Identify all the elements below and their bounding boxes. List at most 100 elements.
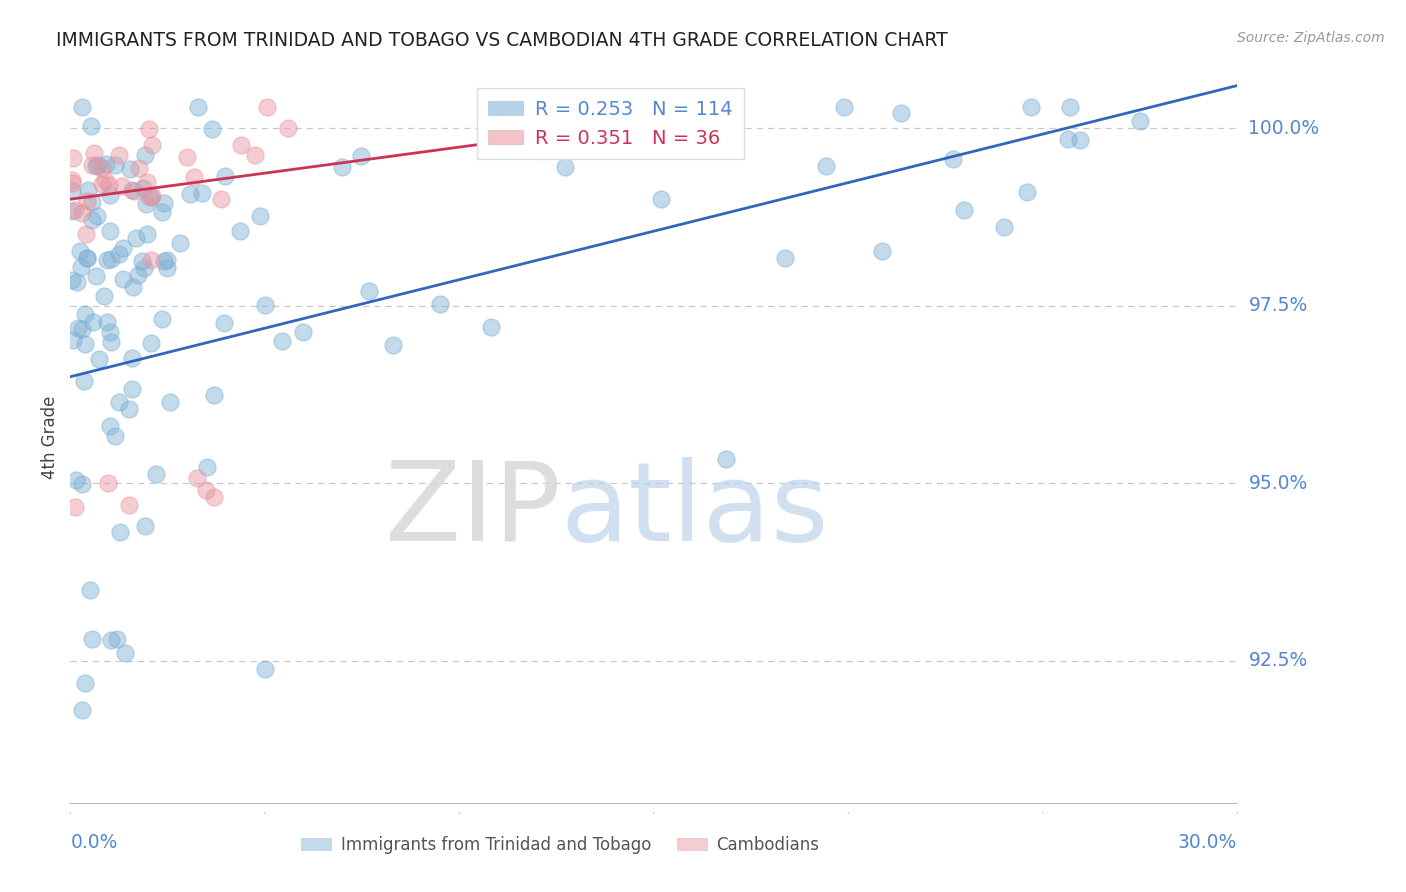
- Point: [138, 190, 160, 204]
- Text: 30.0%: 30.0%: [1178, 833, 1237, 853]
- Point: [953, 203, 976, 218]
- Point: [120, 162, 142, 177]
- Point: [1019, 100, 1042, 114]
- Point: [125, 231, 148, 245]
- Point: [60, 273, 83, 287]
- Point: [82, 315, 104, 329]
- Point: [76, 251, 98, 265]
- Point: [292, 325, 315, 339]
- Point: [98, 188, 121, 202]
- Y-axis label: 4th Grade: 4th Grade: [41, 395, 59, 479]
- Point: [150, 312, 173, 326]
- Point: [1017, 185, 1039, 199]
- Point: [135, 227, 157, 242]
- Point: [153, 196, 176, 211]
- Point: [70, 260, 93, 274]
- Point: [75, 307, 97, 321]
- Point: [229, 224, 252, 238]
- Point: [134, 148, 156, 162]
- Point: [200, 122, 222, 136]
- Point: [63, 203, 86, 218]
- Point: [191, 186, 214, 200]
- Point: [112, 241, 135, 255]
- Point: [650, 192, 672, 206]
- Point: [121, 382, 143, 396]
- Point: [104, 429, 127, 443]
- Point: [195, 483, 218, 498]
- Point: [150, 205, 173, 219]
- Point: [254, 661, 277, 675]
- Point: [141, 253, 163, 268]
- Text: 100.0%: 100.0%: [1249, 119, 1319, 137]
- Point: [124, 184, 146, 198]
- Point: [176, 150, 198, 164]
- Point: [98, 325, 121, 339]
- Point: [87, 158, 110, 172]
- Point: [96, 253, 118, 268]
- Point: [96, 315, 118, 329]
- Point: [82, 212, 104, 227]
- Point: [212, 316, 235, 330]
- Point: [118, 402, 141, 417]
- Point: [1129, 114, 1152, 128]
- Point: [121, 279, 143, 293]
- Point: [76, 251, 98, 265]
- Point: [108, 247, 131, 261]
- Point: [141, 189, 163, 203]
- Point: [270, 334, 292, 348]
- Point: [139, 190, 162, 204]
- Point: [135, 196, 157, 211]
- Point: [890, 106, 912, 120]
- Point: [96, 157, 118, 171]
- Text: Source: ZipAtlas.com: Source: ZipAtlas.com: [1237, 31, 1385, 45]
- Point: [100, 335, 122, 350]
- Text: 0.0%: 0.0%: [70, 833, 118, 853]
- Point: [103, 158, 125, 172]
- Point: [60, 176, 83, 190]
- Point: [156, 252, 179, 267]
- Point: [229, 138, 252, 153]
- Point: [82, 632, 104, 646]
- Point: [84, 159, 107, 173]
- Point: [128, 161, 150, 175]
- Point: [94, 173, 117, 187]
- Point: [1057, 131, 1080, 145]
- Point: [169, 235, 191, 250]
- Point: [141, 137, 163, 152]
- Point: [127, 268, 149, 283]
- Point: [111, 178, 134, 193]
- Point: [145, 467, 167, 481]
- Point: [214, 169, 236, 183]
- Point: [814, 159, 837, 173]
- Point: [716, 451, 738, 466]
- Point: [69, 244, 91, 258]
- Point: [156, 260, 179, 275]
- Point: [97, 475, 120, 490]
- Point: [202, 388, 225, 402]
- Point: [82, 158, 104, 172]
- Point: [132, 181, 155, 195]
- Point: [357, 284, 380, 298]
- Point: [75, 676, 97, 690]
- Point: [159, 395, 181, 409]
- Point: [429, 297, 451, 311]
- Point: [80, 119, 103, 133]
- Point: [245, 148, 267, 162]
- Point: [249, 209, 271, 223]
- Point: [138, 122, 160, 136]
- Point: [136, 175, 159, 189]
- Point: [60, 173, 83, 187]
- Point: [942, 152, 965, 166]
- Point: [83, 146, 105, 161]
- Point: [100, 252, 122, 266]
- Text: atlas: atlas: [561, 457, 830, 564]
- Point: [63, 500, 86, 514]
- Point: [87, 352, 110, 367]
- Point: [70, 205, 93, 219]
- Point: [195, 459, 218, 474]
- Point: [108, 524, 131, 539]
- Point: [73, 337, 96, 351]
- Point: [118, 498, 141, 512]
- Point: [98, 178, 121, 192]
- Point: [82, 194, 104, 209]
